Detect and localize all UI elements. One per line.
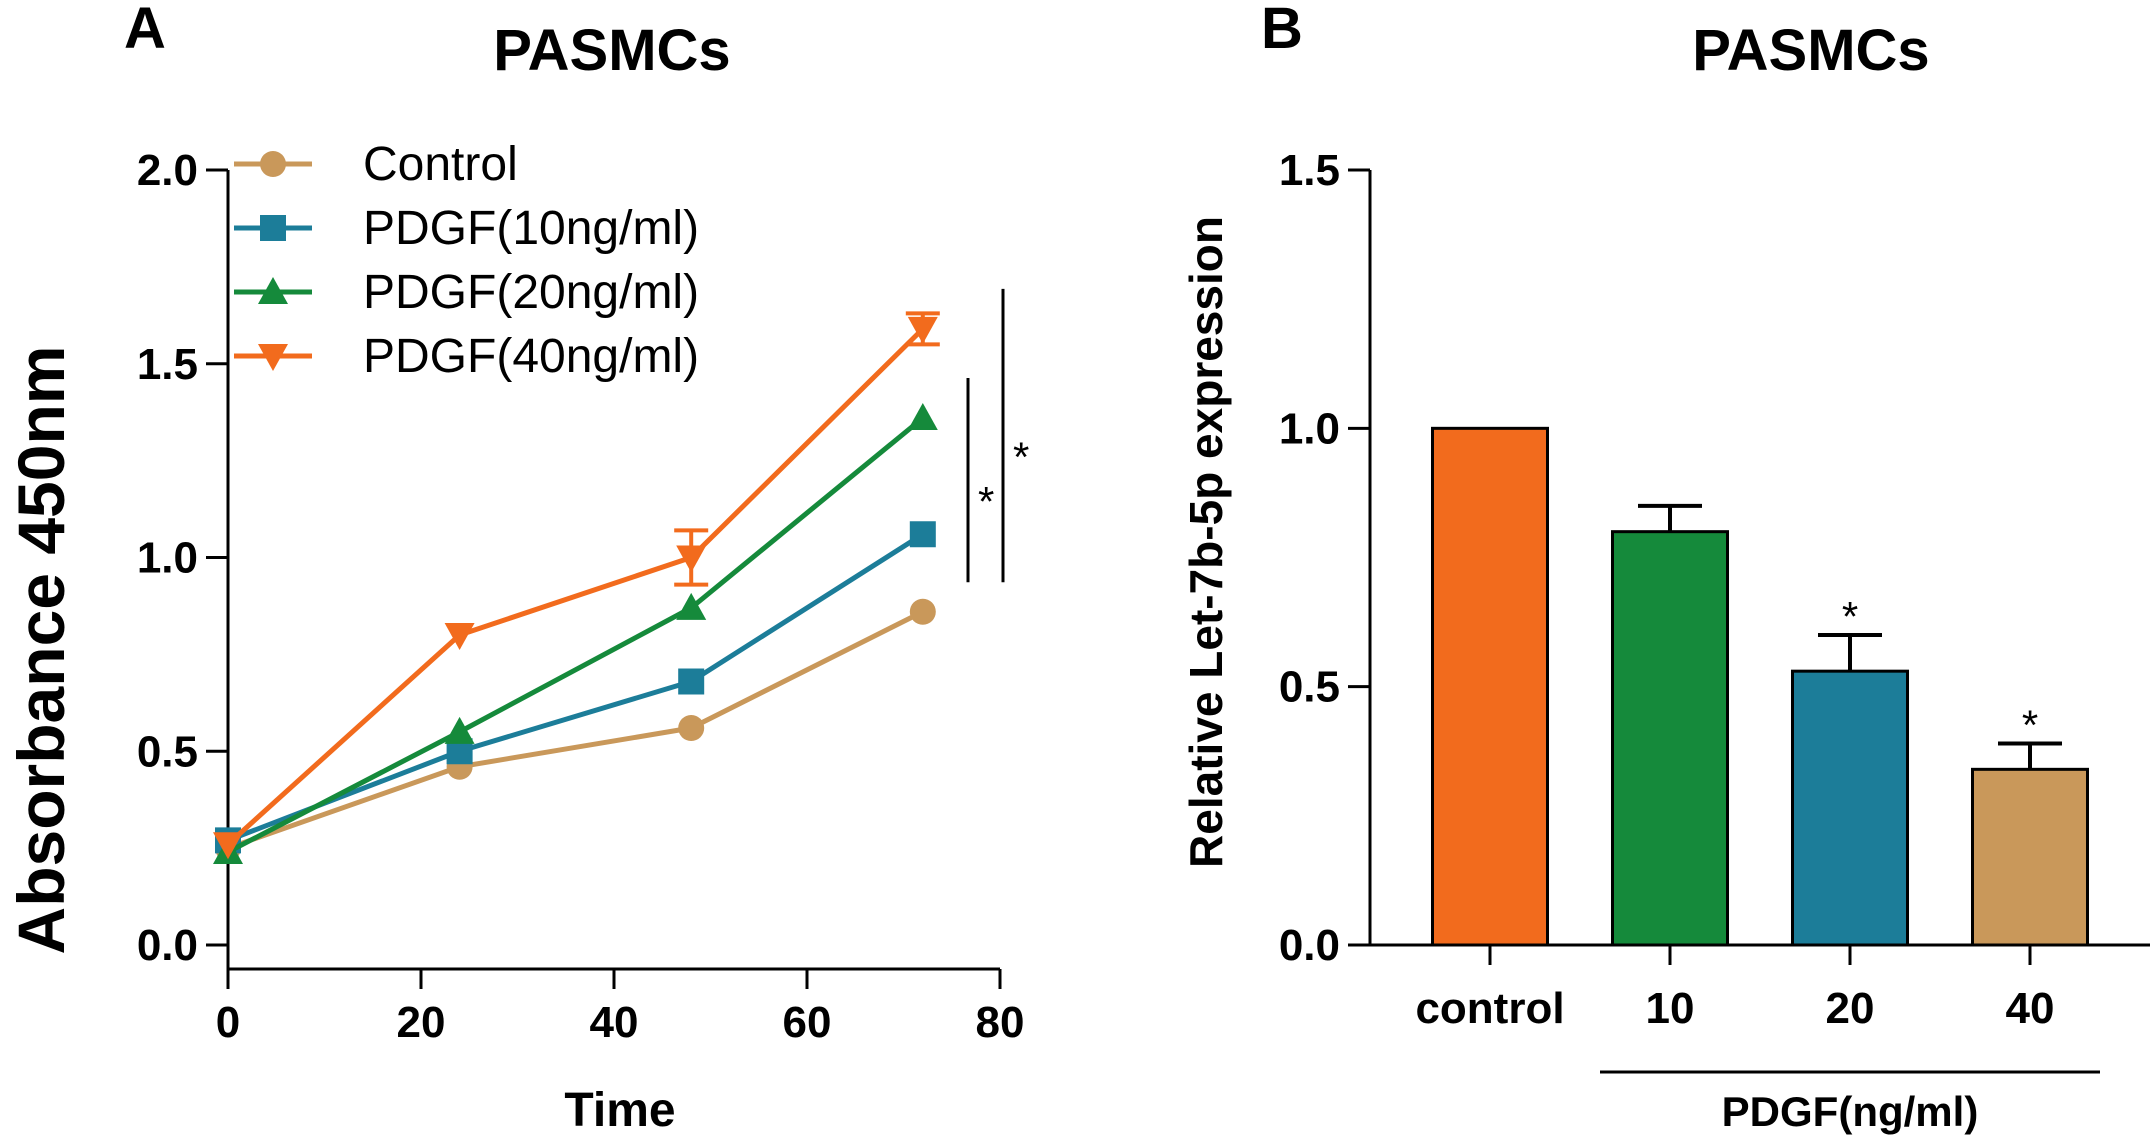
series-1	[215, 598, 936, 862]
panel-a-significance: **	[966, 288, 1029, 583]
x-tick-label: 0	[216, 998, 240, 1047]
data-point	[676, 592, 707, 620]
data-point	[907, 403, 938, 430]
significance-star: *	[978, 478, 994, 525]
panel-a-series-layer	[213, 311, 940, 864]
y-tick-label: 0.5	[1279, 663, 1340, 712]
data-point	[678, 715, 705, 741]
series-line	[226, 416, 925, 855]
legend-label: Control	[363, 138, 518, 191]
legend-marker	[258, 277, 288, 304]
panel-b-bars-layer: control 10 20 * 40 *	[1415, 426, 2089, 1033]
significance-star: *	[1013, 434, 1029, 481]
legend-label: PDGF(20ng/ml)	[363, 266, 699, 319]
y-tick-label: 2.0	[137, 146, 198, 195]
legend-marker	[260, 151, 286, 177]
bar	[1611, 530, 1729, 947]
legend-marker	[260, 215, 286, 241]
panel-a-title: PASMCs	[493, 18, 730, 83]
significance-star: *	[1842, 593, 1858, 640]
category-label: 40	[2006, 984, 2055, 1033]
panel-b-letter: B	[1261, 0, 1303, 61]
series-line	[227, 532, 925, 843]
panel-b-y-axis-label: Relative Let-7b-5p expression	[1180, 216, 1232, 868]
y-tick-label: 1.0	[1279, 404, 1340, 453]
bar	[1431, 426, 1549, 947]
data-point	[678, 668, 705, 695]
bar-group: control	[1415, 426, 1565, 1033]
data-point	[213, 832, 243, 860]
panel-a-x-axis-label: Time	[564, 1084, 675, 1137]
bar-group: 10	[1611, 503, 1729, 1033]
series-3	[213, 403, 938, 864]
data-point	[909, 521, 936, 548]
data-point	[907, 316, 938, 344]
data-point	[909, 598, 936, 625]
panel-a-y-axis-label: Absorbance 450nm	[4, 346, 78, 955]
category-label: 10	[1646, 984, 1695, 1033]
data-point	[444, 623, 475, 650]
y-tick-label: 1.0	[137, 534, 198, 583]
legend-entry: PDGF(20ng/ml)	[234, 266, 699, 319]
bar-group: 20 *	[1791, 593, 1909, 1033]
legend: Control PDGF(10ng/ml) PDGF(20ng/ml) PDGF(40…	[234, 138, 699, 383]
legend-entry: PDGF(40ng/ml)	[234, 330, 699, 383]
panel-b: B PASMCs Relative Let-7b-5p expression 0…	[1180, 0, 2150, 1135]
significance-star: *	[2022, 702, 2038, 749]
legend-label: PDGF(10ng/ml)	[363, 202, 699, 255]
panel-b-axes: 0.0 0.5 1.0 1.5	[1279, 146, 2150, 970]
legend-label: PDGF(40ng/ml)	[363, 330, 699, 383]
x-tick-label: 20	[397, 998, 446, 1047]
y-tick-label: 0.0	[137, 921, 198, 970]
y-tick-label: 1.5	[1279, 146, 1340, 195]
series-line	[227, 609, 924, 851]
category-label: 20	[1826, 984, 1875, 1033]
x-tick-label: 60	[783, 998, 832, 1047]
data-point	[444, 716, 475, 744]
y-tick-label: 1.5	[137, 340, 198, 389]
x-axis-label: PDGF(ng/ml)	[1722, 1088, 1979, 1135]
legend-entry: Control	[234, 138, 518, 191]
panel-b-group-bracket: PDGF(ng/ml)	[1600, 1070, 2100, 1135]
data-point	[676, 545, 707, 573]
bar	[1971, 767, 2089, 947]
bar-group: 40 *	[1971, 702, 2089, 1033]
series-4	[213, 311, 940, 860]
y-tick-label: 0.0	[1279, 921, 1340, 970]
category-label: control	[1415, 984, 1564, 1033]
series-2	[215, 521, 936, 854]
x-tick-label: 40	[590, 998, 639, 1047]
panel-a-letter: A	[124, 0, 166, 61]
panel-a-axes: 0.0 0.5 1.0 1.5 2.0 0 20 40 60 80	[137, 146, 1025, 1047]
x-tick-label: 80	[976, 998, 1025, 1047]
series-line	[226, 327, 925, 847]
legend-marker	[258, 344, 288, 371]
y-tick-label: 0.5	[137, 727, 198, 776]
bar	[1791, 669, 1909, 947]
panel-a: A PASMCs Absorbance 450nm Time 0.0 0.5 1.0…	[4, 0, 1029, 1137]
panel-b-title: PASMCs	[1692, 18, 1929, 83]
legend-entry: PDGF(10ng/ml)	[234, 202, 699, 255]
